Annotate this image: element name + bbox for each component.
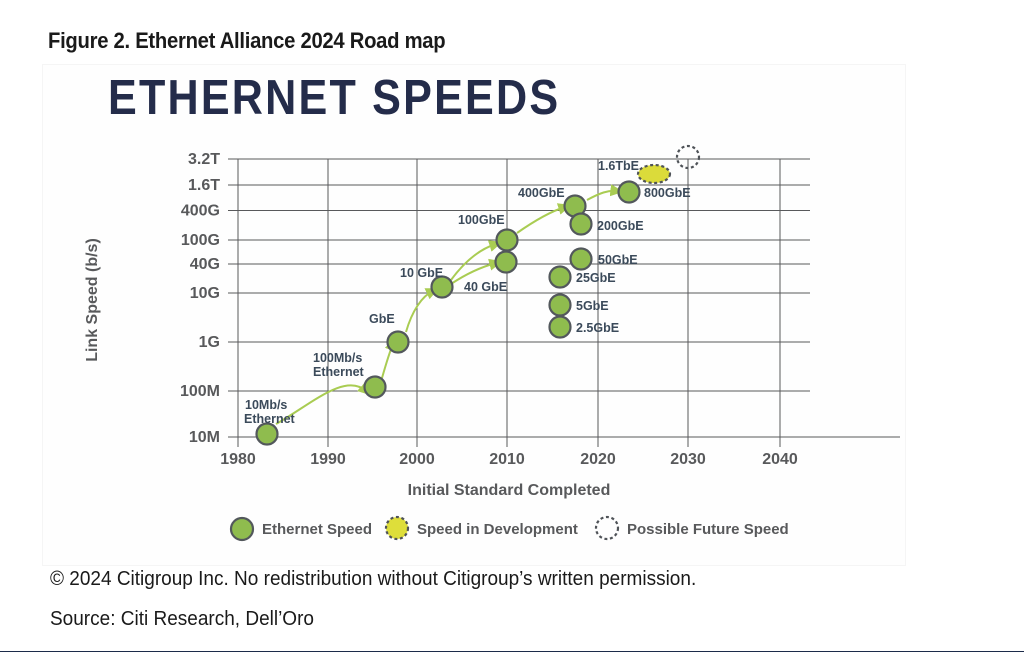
svg-text:100G: 100G <box>181 232 220 249</box>
svg-text:Possible Future Speed: Possible Future Speed <box>627 521 789 538</box>
svg-text:50GbE: 50GbE <box>598 253 638 267</box>
svg-text:2000: 2000 <box>399 451 435 468</box>
svg-text:10G: 10G <box>190 285 220 302</box>
svg-text:200GbE: 200GbE <box>597 219 644 233</box>
svg-text:40G: 40G <box>190 256 220 273</box>
svg-text:2020: 2020 <box>580 451 616 468</box>
svg-text:1G: 1G <box>199 334 220 351</box>
svg-text:GbE: GbE <box>369 312 395 326</box>
svg-text:400G: 400G <box>181 203 220 220</box>
svg-text:100M: 100M <box>180 383 220 400</box>
svg-text:5GbE: 5GbE <box>576 299 609 313</box>
svg-text:25GbE: 25GbE <box>576 271 616 285</box>
svg-text:1.6T: 1.6T <box>188 177 220 194</box>
svg-text:3.2T: 3.2T <box>188 151 220 168</box>
svg-text:Link Speed (b/s): Link Speed (b/s) <box>84 238 101 362</box>
svg-text:Ethernet Speed: Ethernet Speed <box>262 521 372 538</box>
svg-text:2010: 2010 <box>489 451 525 468</box>
svg-text:Speed in Development: Speed in Development <box>417 521 578 538</box>
svg-text:40 GbE: 40 GbE <box>464 280 507 294</box>
svg-text:1.6TbE: 1.6TbE <box>598 159 639 173</box>
svg-text:2040: 2040 <box>762 451 798 468</box>
svg-text:1990: 1990 <box>310 451 346 468</box>
svg-text:2.5GbE: 2.5GbE <box>576 321 619 335</box>
svg-text:10 GbE: 10 GbE <box>400 266 443 280</box>
svg-text:800GbE: 800GbE <box>644 186 691 200</box>
svg-text:100Mb/s: 100Mb/s <box>313 351 362 365</box>
svg-text:10Mb/s: 10Mb/s <box>245 398 287 412</box>
svg-text:10M: 10M <box>189 429 220 446</box>
svg-text:Initial Standard Completed: Initial Standard Completed <box>408 482 611 499</box>
svg-text:2030: 2030 <box>670 451 706 468</box>
svg-text:Ethernet: Ethernet <box>313 365 365 379</box>
svg-text:Ethernet: Ethernet <box>244 412 296 426</box>
svg-text:100GbE: 100GbE <box>458 213 505 227</box>
svg-text:1980: 1980 <box>220 451 256 468</box>
svg-text:400GbE: 400GbE <box>518 186 565 200</box>
